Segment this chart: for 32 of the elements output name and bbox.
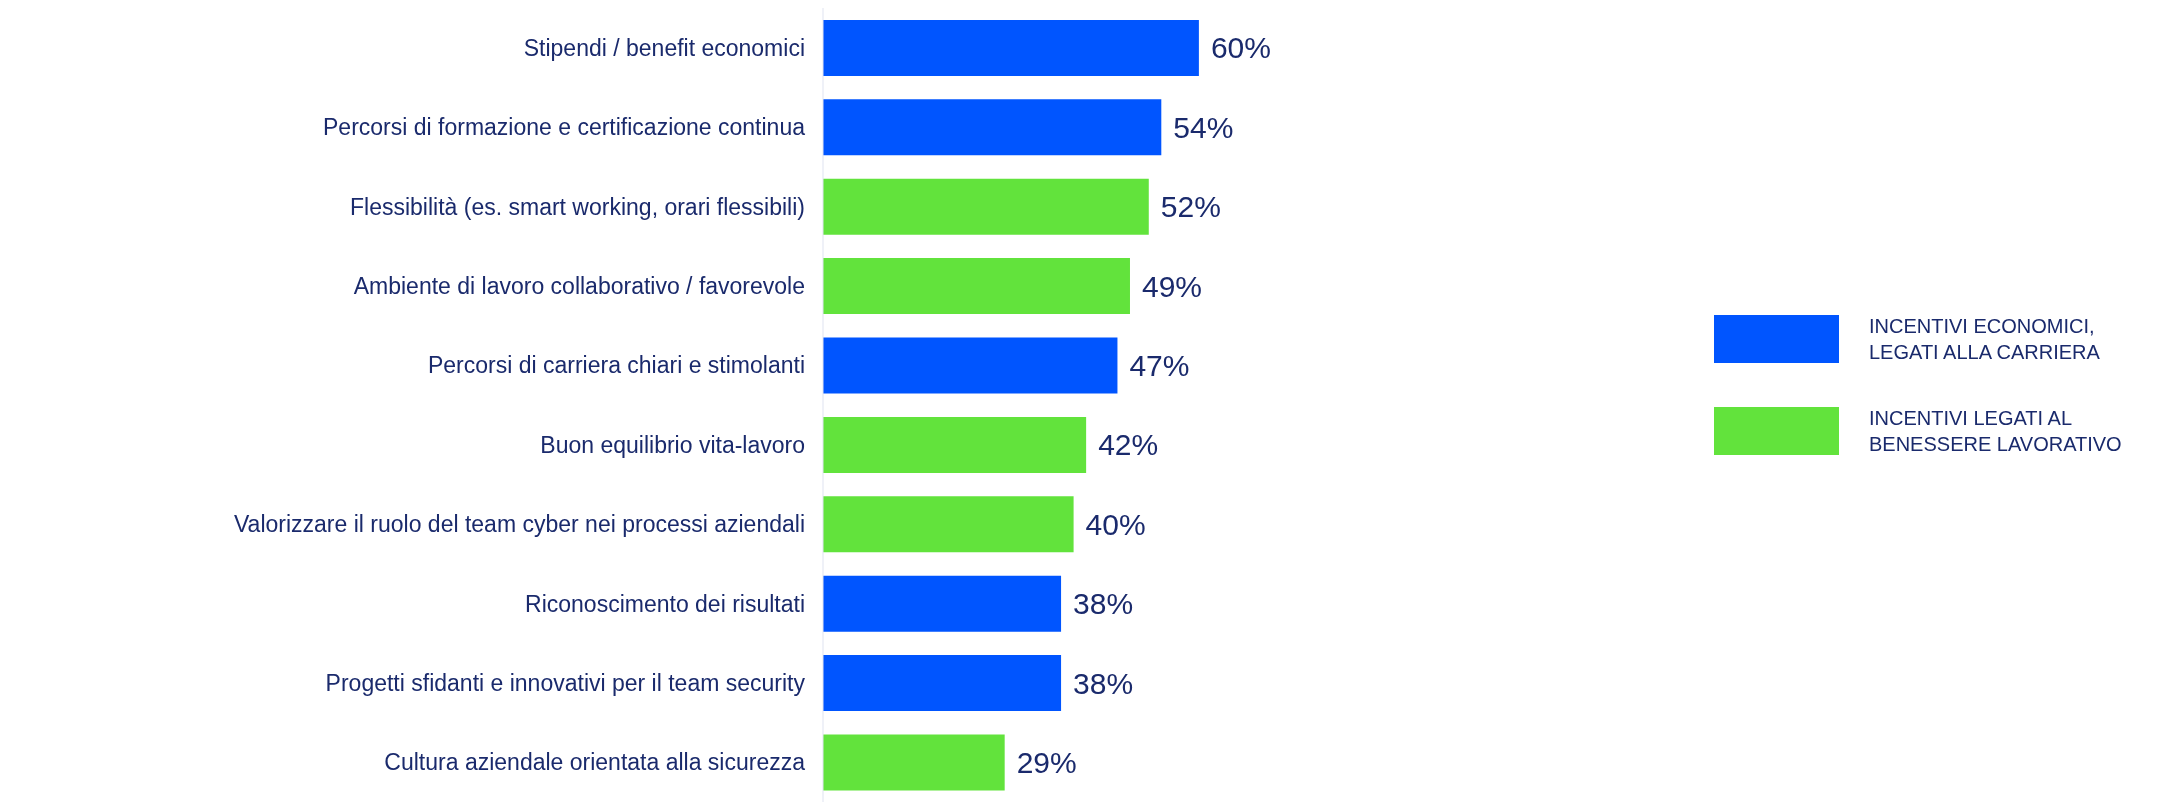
data-label: 47% xyxy=(1129,349,1190,383)
bar xyxy=(823,337,1118,394)
bar xyxy=(823,496,1074,553)
bar xyxy=(823,258,1130,315)
y-tick-label: Ambiente di lavoro collaborativo / favorevole xyxy=(353,273,805,300)
bar xyxy=(823,416,1087,473)
y-tick-label: Percorsi di formazione e certificazione continua xyxy=(323,114,806,141)
data-label: 60% xyxy=(1210,31,1271,65)
text: INCENTIVI ECONOMICI, LEGATI ALLA CARRIERA xyxy=(1869,314,2101,365)
bar xyxy=(823,575,1062,632)
bar xyxy=(823,734,1005,791)
text: INCENTIVI LEGATI AL BENESSERE LAVORATIVO xyxy=(1869,406,2123,457)
bar xyxy=(823,99,1162,156)
y-tick-label: Progetti sfidanti e innovativi per il team security xyxy=(325,670,806,697)
data-label: 38% xyxy=(1073,666,1134,700)
bar xyxy=(823,19,1199,76)
data-label: 40% xyxy=(1085,507,1146,541)
bar xyxy=(823,178,1149,235)
data-label: 52% xyxy=(1160,190,1221,224)
data-label: 49% xyxy=(1141,269,1203,303)
y-tick-label: Buon equilibrio vita-lavoro xyxy=(540,431,805,458)
data-label: 38% xyxy=(1073,587,1134,621)
y-tick-label: Riconoscimento dei risultati xyxy=(525,590,805,617)
bar xyxy=(823,655,1062,712)
data-label: 54% xyxy=(1173,110,1234,144)
y-tick-label: Flessibilità (es. smart working, orari flessibili) xyxy=(350,193,805,220)
y-tick-label: Stipendi / benefit economici xyxy=(523,34,805,61)
data-label: 42% xyxy=(1098,428,1159,462)
y-tick-label: Valorizzare il ruolo del team cyber nei processi aziendali xyxy=(233,511,805,538)
y-tick-label: Cultura aziendale orientata alla sicurezza xyxy=(384,749,806,776)
y-tick-label: Percorsi di carriera chiari e stimolanti xyxy=(427,352,805,379)
data-label: 29% xyxy=(1016,746,1077,780)
